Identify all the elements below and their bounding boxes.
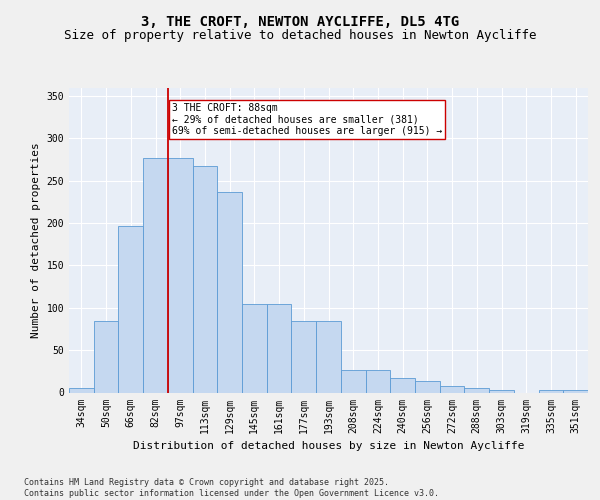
Text: 3, THE CROFT, NEWTON AYCLIFFE, DL5 4TG: 3, THE CROFT, NEWTON AYCLIFFE, DL5 4TG bbox=[141, 16, 459, 30]
Bar bbox=[168, 158, 193, 392]
Bar bbox=[118, 226, 143, 392]
Bar bbox=[440, 386, 464, 392]
Bar bbox=[267, 304, 292, 392]
Text: Size of property relative to detached houses in Newton Aycliffe: Size of property relative to detached ho… bbox=[64, 28, 536, 42]
Bar bbox=[415, 380, 440, 392]
Bar bbox=[217, 192, 242, 392]
Bar bbox=[390, 378, 415, 392]
Bar bbox=[341, 370, 365, 392]
Bar bbox=[242, 304, 267, 392]
Bar bbox=[143, 158, 168, 392]
Bar bbox=[69, 388, 94, 392]
Bar bbox=[489, 390, 514, 392]
Bar bbox=[316, 322, 341, 392]
Bar bbox=[539, 390, 563, 392]
Bar bbox=[94, 322, 118, 392]
Bar bbox=[464, 388, 489, 392]
Bar bbox=[193, 166, 217, 392]
Text: Contains HM Land Registry data © Crown copyright and database right 2025.
Contai: Contains HM Land Registry data © Crown c… bbox=[24, 478, 439, 498]
Bar bbox=[292, 322, 316, 392]
Bar bbox=[563, 390, 588, 392]
X-axis label: Distribution of detached houses by size in Newton Aycliffe: Distribution of detached houses by size … bbox=[133, 441, 524, 451]
Text: 3 THE CROFT: 88sqm
← 29% of detached houses are smaller (381)
69% of semi-detach: 3 THE CROFT: 88sqm ← 29% of detached hou… bbox=[172, 103, 442, 136]
Y-axis label: Number of detached properties: Number of detached properties bbox=[31, 142, 41, 338]
Bar bbox=[365, 370, 390, 392]
